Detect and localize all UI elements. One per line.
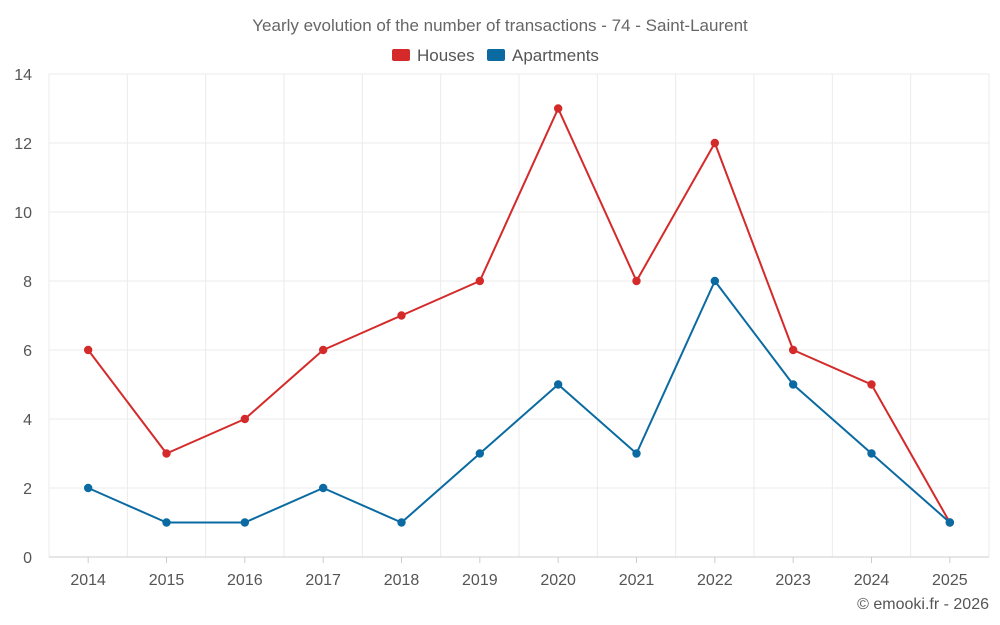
x-tick-label-2021: 2021: [619, 572, 655, 589]
legend-label-houses: Houses: [417, 46, 475, 65]
legend[interactable]: Houses Apartments: [392, 46, 599, 65]
x-tick-label-2024: 2024: [854, 572, 890, 589]
chart-title: Yearly evolution of the number of transa…: [252, 16, 748, 35]
grid: [48, 73, 990, 557]
y-tick-label: 6: [23, 343, 32, 360]
legend-item-houses[interactable]: Houses: [392, 46, 475, 65]
series-line-houses: [87, 107, 951, 523]
x-tick-label-2022: 2022: [697, 572, 733, 589]
credit-text: © emooki.fr - 2026: [857, 596, 989, 613]
y-tick-label: 10: [14, 205, 32, 222]
x-axis: 2014 2015 2016 2017 2018 2019 2020 2021 2022 2023…: [49, 556, 989, 589]
data-point-apartments-2020[interactable]: [553, 380, 563, 389]
x-tick-label-2018: 2018: [384, 572, 420, 589]
data-point-apartments-2014[interactable]: [83, 483, 93, 493]
y-tick-label: 4: [23, 412, 32, 429]
data-point-houses-2020[interactable]: [553, 104, 563, 113]
series-layer: [83, 104, 955, 527]
data-point-apartments-2024[interactable]: [867, 449, 876, 458]
legend-swatch-apartments: [487, 49, 505, 61]
y-tick-label: 12: [14, 136, 32, 153]
x-tick-label-2023: 2023: [775, 572, 811, 589]
data-point-houses-2022[interactable]: [710, 138, 720, 148]
data-point-houses-2019[interactable]: [475, 276, 485, 286]
data-point-apartments-2022[interactable]: [710, 276, 720, 286]
y-tick-label: 8: [23, 274, 32, 291]
data-point-apartments-2023[interactable]: [788, 380, 798, 389]
data-point-houses-2014[interactable]: [83, 345, 93, 355]
legend-item-apartments[interactable]: Apartments: [487, 46, 599, 65]
x-tick-label-2014: 2014: [70, 572, 106, 589]
legend-swatch-houses: [392, 49, 410, 61]
data-point-apartments-2015[interactable]: [162, 518, 171, 527]
data-point-apartments-2018[interactable]: [397, 518, 406, 527]
data-point-apartments-2021[interactable]: [632, 449, 641, 458]
data-point-apartments-2016[interactable]: [240, 518, 250, 527]
data-point-houses-2017[interactable]: [318, 345, 328, 355]
x-tick-label-2016: 2016: [227, 572, 263, 589]
y-tick-label: 14: [14, 67, 32, 84]
data-point-houses-2016[interactable]: [240, 414, 250, 424]
x-tick-label-2019: 2019: [462, 572, 498, 589]
x-tick-label-2025: 2025: [932, 572, 968, 589]
data-point-houses-2015[interactable]: [162, 449, 171, 458]
x-tick-label-2015: 2015: [149, 572, 185, 589]
y-axis: 0 2 4 6 8 10 12 14: [14, 67, 32, 567]
series-houses: [83, 104, 955, 527]
data-point-houses-2023[interactable]: [788, 345, 798, 355]
y-tick-label: 0: [23, 550, 32, 567]
series-line-apartments: [87, 280, 951, 524]
data-point-houses-2018[interactable]: [397, 311, 406, 320]
data-point-apartments-2017[interactable]: [318, 483, 328, 493]
x-tick-label-2017: 2017: [305, 572, 341, 589]
y-tick-label: 2: [23, 481, 32, 498]
legend-label-apartments: Apartments: [512, 46, 599, 65]
data-point-houses-2024[interactable]: [867, 380, 876, 389]
x-tick-label-2020: 2020: [540, 572, 576, 589]
data-point-apartments-2019[interactable]: [475, 449, 485, 458]
data-point-houses-2021[interactable]: [632, 276, 641, 286]
series-apartments: [83, 276, 955, 527]
data-point-apartments-2025[interactable]: [945, 518, 955, 527]
